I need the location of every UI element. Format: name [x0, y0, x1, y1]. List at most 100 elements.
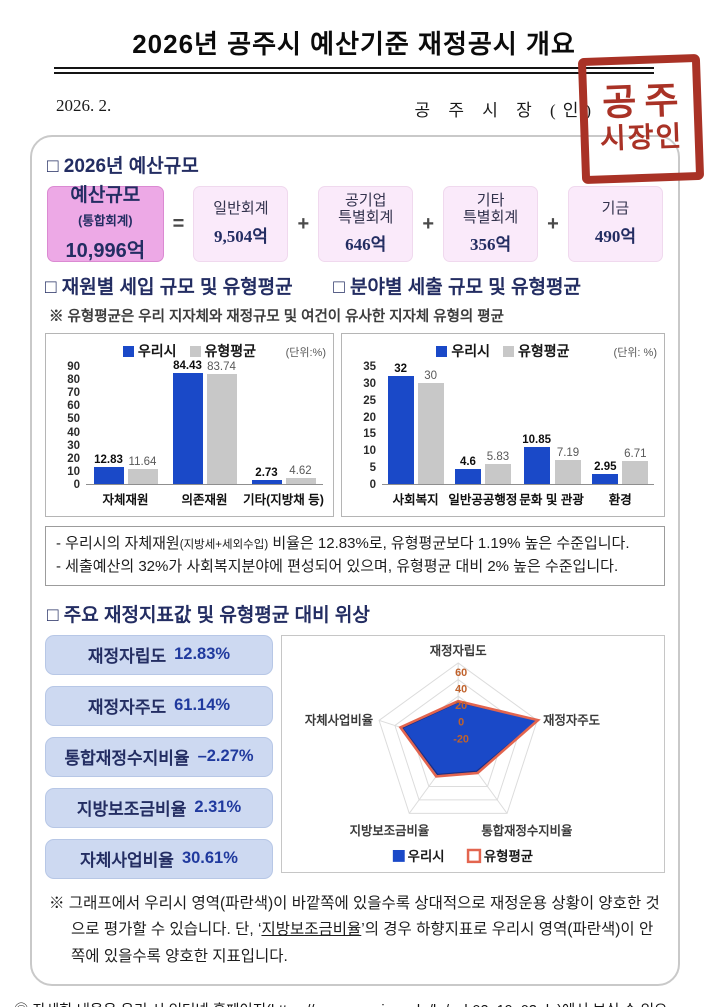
bar-value-label: 2.73: [255, 467, 278, 480]
svg-text:자체사업비율: 자체사업비율: [305, 712, 373, 727]
budget-total-box: 예산규모 (통합회계) 10,996억: [47, 186, 164, 262]
svg-text:0: 0: [458, 716, 464, 728]
y-axis-tick: 0: [73, 479, 80, 491]
indicator-label: 지방보조금비율: [76, 800, 187, 819]
bar-wrap: 32: [387, 363, 414, 484]
radar-chart: 60 40 20 0 -20 재정자립도 재정자주도 통합재정수지비율 지방보조금비율 자체사업비…: [281, 634, 665, 873]
bar-group: 10.85 7.19 문화 및 관광: [519, 434, 583, 507]
y-axis-tick: 0: [369, 479, 376, 491]
document-date: 2026. 2.: [56, 96, 112, 115]
indicator-pill: 지방보조금비율 2.31%: [45, 787, 273, 828]
bar-wrap: 4.6: [454, 455, 481, 484]
svg-text:60: 60: [455, 666, 467, 678]
unit-label: (단위: %): [613, 347, 657, 359]
main-panel: □ 2026년 예산규모 예산규모 (통합회계) 10,996억 = 일반회계 9,…: [30, 135, 680, 987]
bar-wrap: 6.71: [622, 448, 649, 484]
bar-value-label: 4.6: [459, 455, 476, 468]
legend-swatch: [189, 346, 201, 357]
chart-legend: 우리시 유형평균: [342, 341, 664, 361]
expenditure-chart-heading: □ 분야별 세출 규모 및 유형평균: [333, 277, 581, 298]
stamp-line1: 공주: [601, 79, 688, 124]
indicator-label: 재정자립도: [87, 647, 167, 666]
data-bar: [622, 461, 649, 484]
bar-wrap: 30: [417, 369, 444, 484]
y-axis-tick: 10: [363, 445, 376, 458]
category-label: 문화 및 관광: [519, 493, 584, 507]
bar-group: 2.73 4.62 기타(지방채 등): [243, 465, 324, 507]
chart-notes-box: - 우리시의 자체재원(지방세+세외수입) 비율은 12.83%로, 유형평균보…: [45, 526, 665, 586]
budget-equation: 예산규모 (통합회계) 10,996억 = 일반회계 9,504억 + 공기업 특별회계…: [47, 186, 664, 262]
bar-value-label: 10.85: [522, 434, 552, 447]
category-label: 일반공공행정: [448, 493, 518, 507]
bar-value-label: 6.71: [624, 448, 647, 461]
budget-operator: +: [422, 212, 435, 235]
bar-wrap: 2.95: [592, 461, 619, 484]
indicator-value: –2.27%: [197, 747, 254, 765]
budget-item-label: 공기업 특별회계: [338, 192, 394, 226]
plot-area: 0 5 10 15 20 25 30 35 32 30 사회복지 4.6 5.83 일반공공행정 10.85…: [363, 361, 654, 507]
category-label: 사회복지: [392, 493, 439, 507]
budget-item-box: 기타 특별회계 356억: [443, 186, 539, 262]
y-axis-tick: 50: [67, 413, 80, 426]
category-label: 의존재원: [181, 493, 228, 507]
chart-note-1-paren: (지방세+세외수입): [179, 539, 269, 551]
svg-text:통합재정수지비율: 통합재정수지비율: [481, 823, 572, 838]
indicator-pill: 통합재정수지비율 –2.27%: [45, 736, 273, 777]
official-stamp: 공주 시장인: [577, 53, 705, 185]
contact-footer: ◎ 자세한 내용은 우리 시 인터넷 홈페이지(https://www.gong…: [14, 999, 684, 1007]
budget-section-heading: □ 2026년 예산규모: [47, 156, 199, 177]
budget-item-label: 기금: [601, 201, 630, 218]
svg-text:지방보조금비율: 지방보조금비율: [350, 823, 430, 838]
bar-wrap: 12.83: [93, 454, 124, 484]
data-bar: [417, 382, 444, 484]
chart-legend: 우리시 유형평균: [46, 341, 333, 361]
data-bar: [454, 468, 481, 484]
indicator-value: 12.83%: [174, 645, 231, 663]
data-bar: [93, 467, 124, 484]
y-axis-tick: 80: [67, 374, 80, 387]
bar-value-label: 32: [394, 363, 408, 376]
budget-item-box: 기금 490억: [567, 186, 664, 262]
budget-item-value: 356억: [470, 235, 512, 255]
expenditure-bar-chart: 우리시 유형평균 (단위: %) 0 5 10 15 20 25 30 35 32 30 사회복지 4.6 5…: [341, 333, 665, 517]
bar-value-label: 7.19: [556, 446, 580, 459]
bar-value-label: 30: [424, 369, 438, 382]
revenue-bar-chart: 우리시 유형평균 (단위:%) 0 10 20 30 40 50 60 70 80 90 12.83 11.…: [45, 333, 334, 517]
data-bar: [592, 474, 619, 484]
indicator-label: 자체사업비율: [80, 851, 174, 870]
chart-headings-row: □ 재원별 세입 규모 및 유형평균 □ 분야별 세출 규모 및 유형평균: [45, 272, 665, 303]
bar-value-label: 12.83: [94, 454, 123, 467]
type-average-note: ※ 유형평균은 우리 지자체와 재정규모 및 여건이 유사한 지자체 유형의 평…: [49, 309, 504, 325]
bar-group: 32 30 사회복지: [387, 363, 444, 507]
budget-item-value: 490억: [594, 226, 636, 246]
budget-operator: +: [547, 212, 559, 235]
data-bar: [127, 468, 158, 484]
budget-operator: =: [172, 212, 185, 235]
indicator-value: 2.31%: [194, 798, 242, 816]
svg-text:유형평균: 유형평균: [484, 847, 533, 863]
indicator-section-heading: □ 주요 재정지표값 및 유형평균 대비 위상: [47, 604, 370, 626]
title-divider: [54, 67, 654, 74]
bar-wrap: 84.43: [172, 360, 203, 484]
y-axis-tick: 25: [363, 394, 376, 407]
legend-item: 유형평균: [189, 341, 256, 361]
legend-item: 유형평균: [503, 341, 570, 361]
y-axis-tick: 5: [369, 462, 376, 475]
indicator-pill: 자체사업비율 30.61%: [45, 838, 273, 879]
budget-item-label: 기타 특별회계: [462, 192, 519, 226]
unit-label: (단위:%): [285, 347, 326, 359]
y-axis-tick: 30: [67, 439, 80, 452]
bar-value-label: 11.64: [128, 455, 157, 468]
data-bar: [206, 374, 237, 484]
graph-remark: ※ 그래프에서 우리시 영역(파란색)이 바깥쪽에 있을수록 상대적으로 재정운…: [49, 894, 660, 965]
bar-wrap: 83.74: [206, 361, 237, 484]
legend-item: 우리시: [122, 341, 177, 361]
chart-note-2: - 세출예산의 32%가 사회복지분야에 편성되어 있으며, 유형평균 대비 2…: [56, 558, 619, 576]
svg-text:-20: -20: [453, 733, 469, 745]
charts-row: 우리시 유형평균 (단위:%) 0 10 20 30 40 50 60 70 80 90 12.83 11.…: [45, 333, 665, 517]
bar-wrap: 11.64: [127, 455, 158, 484]
page-title: 2026년 공주시 예산기준 재정공시 개요: [132, 29, 576, 59]
budget-item-value: 9,504억: [213, 226, 268, 246]
bar-value-label: 2.95: [594, 461, 617, 474]
budget-operator: +: [297, 212, 310, 235]
